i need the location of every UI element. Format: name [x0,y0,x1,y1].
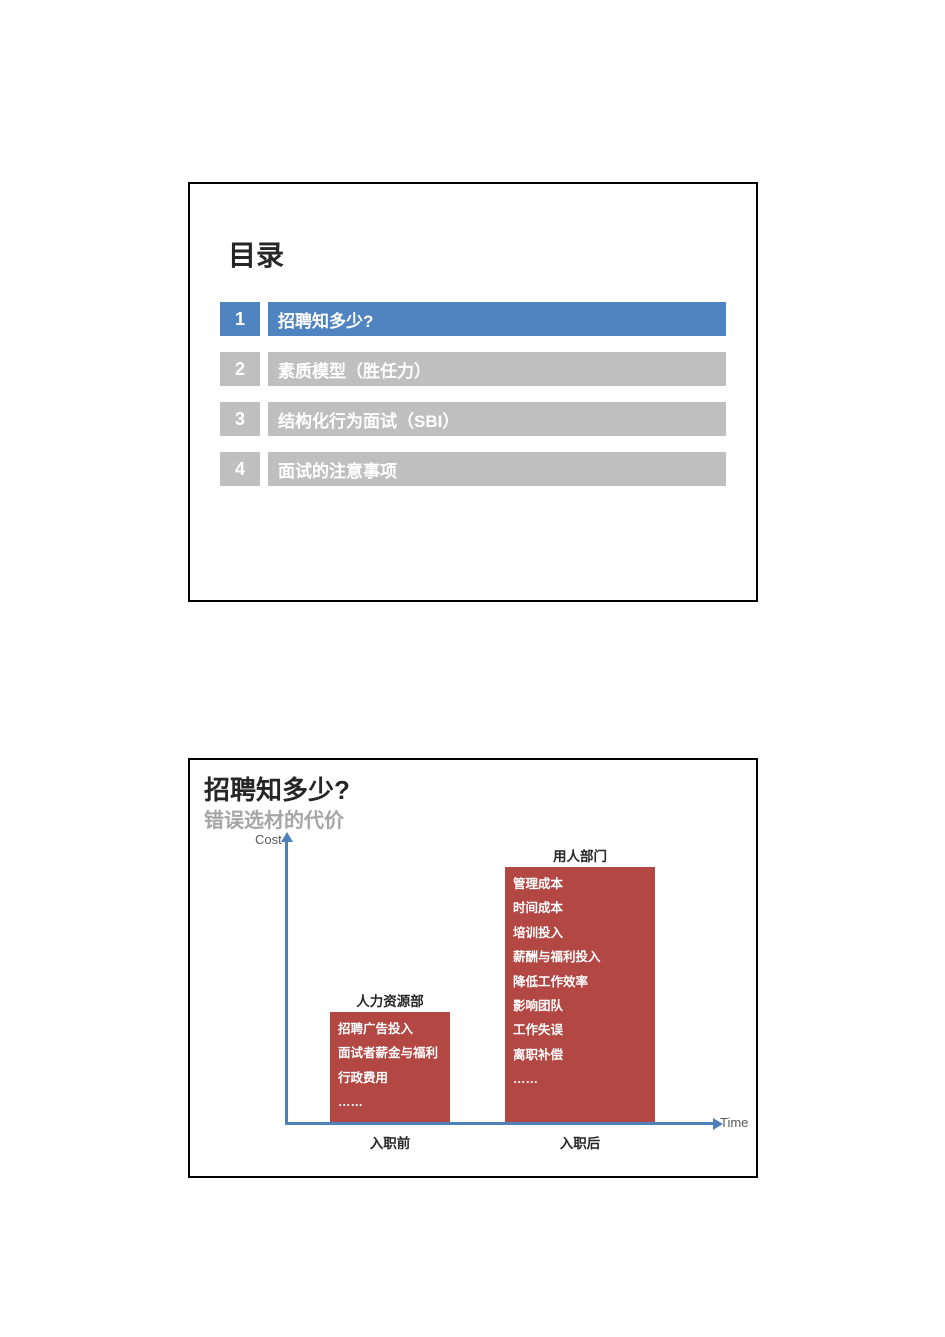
bar-header: 人力资源部 [330,990,450,1010]
x-tick-label: 入职前 [330,1132,450,1152]
bar-item: 薪酬与福利投入 [513,945,647,969]
x-axis [285,1122,715,1125]
bar-item: 降低工作效率 [513,970,647,994]
toc-row: 4面试的注意事项 [220,452,726,486]
bar-item: 招聘广告投入 [338,1017,442,1041]
toc-label: 招聘知多少? [268,302,726,336]
bar-item: 离职补偿 [513,1043,647,1067]
x-tick-label: 入职后 [505,1132,655,1152]
toc-row: 3结构化行为面试（SBI） [220,402,726,436]
toc-label: 素质模型（胜任力） [268,352,726,386]
bar-item: …… [338,1090,442,1114]
toc-list: 1招聘知多少?2素质模型（胜任力）3结构化行为面试（SBI）4面试的注意事项 [220,302,726,486]
bar-header: 用人部门 [505,845,655,865]
toc-number: 1 [220,302,260,336]
cost-bar: 管理成本时间成本培训投入薪酬与福利投入降低工作效率影响团队工作失误离职补偿…… [505,867,655,1122]
toc-title: 目录 [228,234,726,274]
bar-item: 工作失误 [513,1018,647,1042]
toc-row: 2素质模型（胜任力） [220,352,726,386]
chart-slide: 招聘知多少? 错误选材的代价 Cost Time 人力资源部招聘广告投入面试者薪… [188,758,758,1178]
chart-area: Cost Time 人力资源部招聘广告投入面试者薪金与福利行政费用……入职前用人… [245,838,735,1148]
y-axis [285,838,288,1124]
toc-number: 2 [220,352,260,386]
cost-bar: 招聘广告投入面试者薪金与福利行政费用…… [330,1012,450,1122]
bar-item: 管理成本 [513,872,647,896]
toc-row: 1招聘知多少? [220,302,726,336]
bar-item: …… [513,1067,647,1091]
chart-subtitle: 错误选材的代价 [204,804,344,833]
x-axis-label: Time [720,1115,748,1130]
chart-title: 招聘知多少? [204,770,350,807]
toc-slide: 目录 1招聘知多少?2素质模型（胜任力）3结构化行为面试（SBI）4面试的注意事… [188,182,758,602]
bar-item: 面试者薪金与福利 [338,1041,442,1065]
bar-item: 行政费用 [338,1066,442,1090]
toc-label: 结构化行为面试（SBI） [268,402,726,436]
toc-number: 3 [220,402,260,436]
y-axis-arrow-icon [281,832,293,842]
toc-label: 面试的注意事项 [268,452,726,486]
y-axis-label: Cost [255,832,282,847]
bar-item: 培训投入 [513,921,647,945]
bar-item: 影响团队 [513,994,647,1018]
toc-number: 4 [220,452,260,486]
bar-item: 时间成本 [513,896,647,920]
